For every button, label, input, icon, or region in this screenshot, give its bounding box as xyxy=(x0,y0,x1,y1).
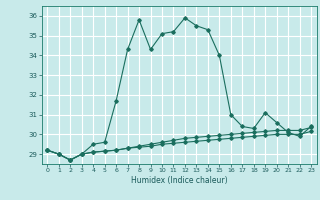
X-axis label: Humidex (Indice chaleur): Humidex (Indice chaleur) xyxy=(131,176,228,185)
